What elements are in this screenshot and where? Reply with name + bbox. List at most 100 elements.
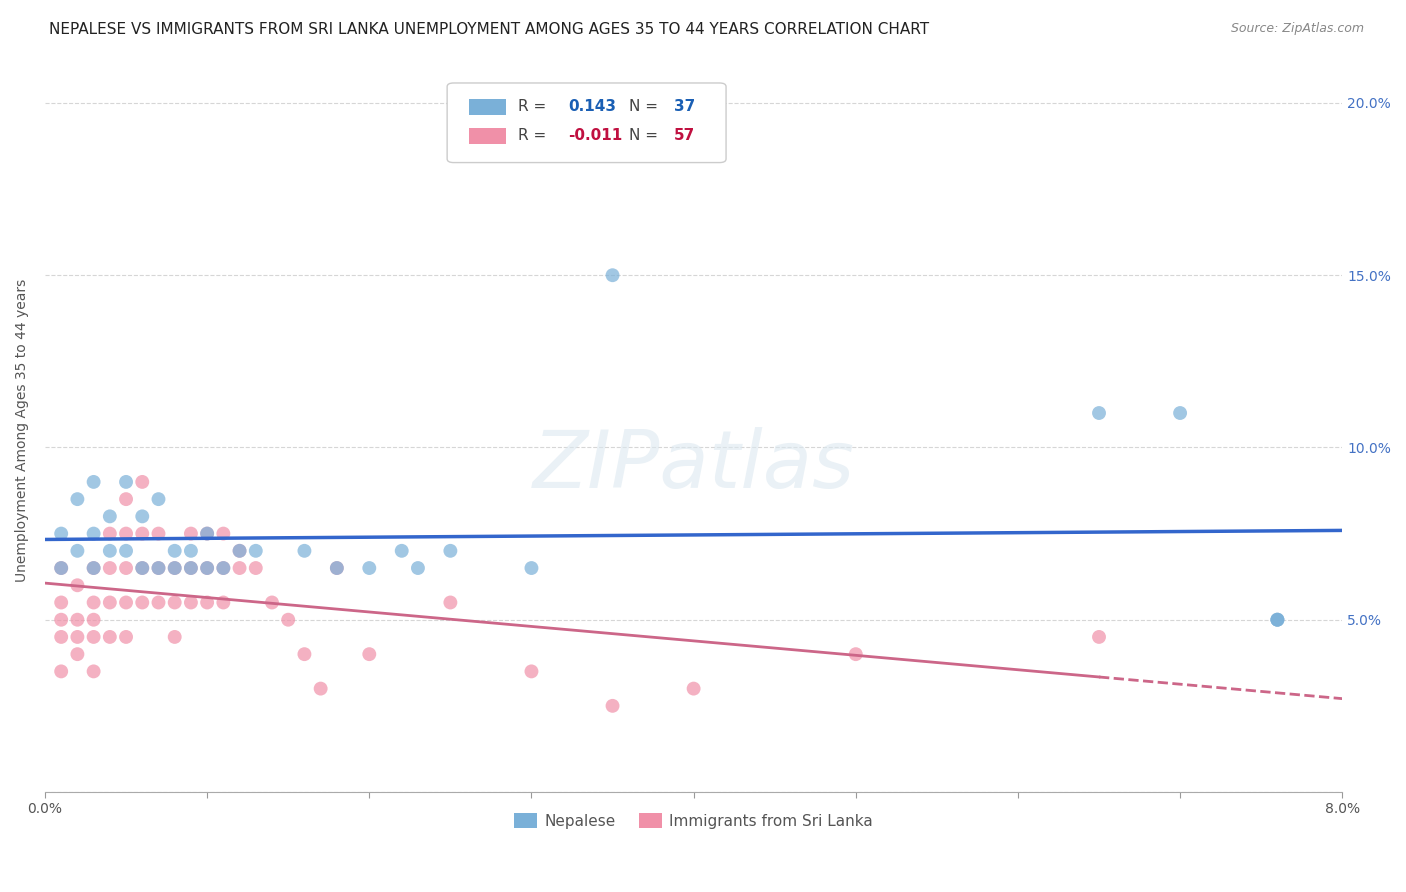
Point [83,595,105,609]
Point [602,268,624,283]
Point [682,681,704,696]
Point [83,630,105,644]
Point [1267,613,1289,627]
Point [83,561,105,575]
Point [98,561,121,575]
Point [98,509,121,524]
Text: Source: ZipAtlas.com: Source: ZipAtlas.com [1230,22,1364,36]
Point [98,526,121,541]
Point [245,561,267,575]
Point [180,561,202,575]
Point [180,544,202,558]
Point [277,613,299,627]
Text: -0.011: -0.011 [568,128,621,144]
Point [83,665,105,679]
Point [163,544,186,558]
Point [163,561,186,575]
Point [439,595,461,609]
Point [294,544,316,558]
Point [180,561,202,575]
Point [115,544,138,558]
Point [51,561,73,575]
Point [66,544,89,558]
Point [391,544,413,558]
Point [148,561,170,575]
Point [51,613,73,627]
Point [51,561,73,575]
Point [98,544,121,558]
Point [602,698,624,713]
FancyBboxPatch shape [470,99,506,115]
FancyBboxPatch shape [447,83,725,162]
Point [51,526,73,541]
Point [309,681,332,696]
Point [212,561,235,575]
Point [359,647,381,661]
Point [163,561,186,575]
Point [1088,630,1111,644]
Point [66,647,89,661]
Point [115,475,138,489]
Point [520,665,543,679]
Text: R =: R = [519,99,551,114]
Point [406,561,429,575]
Text: N =: N = [628,128,662,144]
Point [294,647,316,661]
Point [228,544,250,558]
Point [83,561,105,575]
Point [148,492,170,507]
Point [115,595,138,609]
Point [1168,406,1191,420]
Text: 37: 37 [673,99,696,114]
Point [115,561,138,575]
Point [195,561,218,575]
Point [260,595,283,609]
Legend: Nepalese, Immigrants from Sri Lanka: Nepalese, Immigrants from Sri Lanka [508,807,879,835]
Point [66,613,89,627]
Point [163,595,186,609]
Point [180,526,202,541]
Point [195,526,218,541]
Point [212,595,235,609]
Text: NEPALESE VS IMMIGRANTS FROM SRI LANKA UNEMPLOYMENT AMONG AGES 35 TO 44 YEARS COR: NEPALESE VS IMMIGRANTS FROM SRI LANKA UN… [49,22,929,37]
Point [83,613,105,627]
Text: 0.143: 0.143 [568,99,616,114]
Point [51,665,73,679]
Point [66,630,89,644]
Point [131,475,153,489]
Point [131,595,153,609]
Point [245,544,267,558]
Point [326,561,349,575]
Point [180,595,202,609]
Point [115,526,138,541]
Point [228,544,250,558]
Point [228,561,250,575]
Point [131,561,153,575]
Point [131,509,153,524]
Y-axis label: Unemployment Among Ages 35 to 44 years: Unemployment Among Ages 35 to 44 years [15,278,30,582]
Point [520,561,543,575]
Point [195,526,218,541]
Point [439,544,461,558]
Point [131,561,153,575]
Point [83,526,105,541]
Point [845,647,868,661]
Point [195,595,218,609]
Point [148,561,170,575]
Point [115,492,138,507]
FancyBboxPatch shape [470,128,506,144]
Point [115,630,138,644]
Point [51,595,73,609]
Point [1088,406,1111,420]
Point [1267,613,1289,627]
Point [212,561,235,575]
Point [66,578,89,592]
Point [148,595,170,609]
Point [359,561,381,575]
Point [83,475,105,489]
Point [66,492,89,507]
Text: 57: 57 [673,128,696,144]
Point [326,561,349,575]
Point [195,561,218,575]
Point [163,630,186,644]
